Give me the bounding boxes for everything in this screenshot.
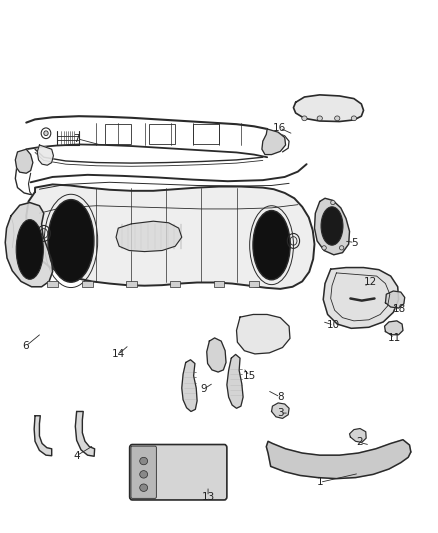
Text: 14: 14 (112, 350, 125, 359)
Polygon shape (262, 129, 286, 155)
Text: 2: 2 (356, 438, 363, 447)
Polygon shape (37, 145, 53, 165)
Text: 3: 3 (277, 408, 284, 418)
Polygon shape (75, 411, 95, 456)
Text: 13: 13 (201, 492, 215, 502)
Polygon shape (5, 203, 53, 287)
Ellipse shape (16, 220, 43, 279)
Bar (149, 124, 175, 144)
Ellipse shape (331, 200, 335, 205)
Text: 8: 8 (277, 392, 284, 402)
Text: 9: 9 (200, 384, 207, 394)
Polygon shape (293, 95, 364, 122)
Text: 7: 7 (73, 134, 80, 143)
Polygon shape (266, 440, 411, 479)
Ellipse shape (253, 211, 290, 280)
Polygon shape (26, 184, 314, 289)
Polygon shape (34, 416, 52, 456)
Text: 6: 6 (22, 342, 29, 351)
Bar (82, 281, 93, 287)
Polygon shape (385, 321, 403, 335)
Bar (214, 281, 224, 287)
Polygon shape (15, 149, 33, 173)
Bar (193, 124, 219, 144)
FancyBboxPatch shape (131, 446, 156, 498)
Bar (249, 281, 259, 287)
Ellipse shape (339, 246, 344, 250)
Ellipse shape (351, 116, 357, 120)
Polygon shape (314, 198, 350, 255)
Ellipse shape (321, 207, 343, 245)
Polygon shape (182, 360, 197, 411)
Polygon shape (237, 314, 290, 354)
Text: 5: 5 (351, 238, 358, 247)
Ellipse shape (317, 116, 322, 120)
Text: 18: 18 (393, 304, 406, 314)
Ellipse shape (44, 131, 48, 136)
FancyBboxPatch shape (130, 445, 227, 500)
Bar (105, 124, 131, 144)
Polygon shape (272, 403, 289, 418)
Polygon shape (116, 221, 182, 252)
Ellipse shape (140, 457, 148, 465)
Text: 10: 10 (327, 320, 340, 330)
Polygon shape (385, 291, 405, 308)
Text: 15: 15 (243, 371, 256, 381)
Polygon shape (207, 338, 226, 372)
Bar (47, 281, 58, 287)
Ellipse shape (322, 246, 326, 250)
Ellipse shape (48, 199, 94, 282)
Text: 11: 11 (388, 334, 401, 343)
Text: 1: 1 (316, 478, 323, 487)
Ellipse shape (140, 471, 148, 478)
Bar (170, 281, 180, 287)
Ellipse shape (302, 116, 307, 120)
Ellipse shape (335, 116, 340, 120)
Text: 16: 16 (273, 123, 286, 133)
Ellipse shape (140, 484, 148, 491)
Polygon shape (227, 354, 243, 408)
Text: 12: 12 (364, 278, 377, 287)
Polygon shape (323, 268, 399, 328)
Bar (126, 281, 137, 287)
Polygon shape (350, 429, 366, 442)
Text: 4: 4 (73, 451, 80, 461)
